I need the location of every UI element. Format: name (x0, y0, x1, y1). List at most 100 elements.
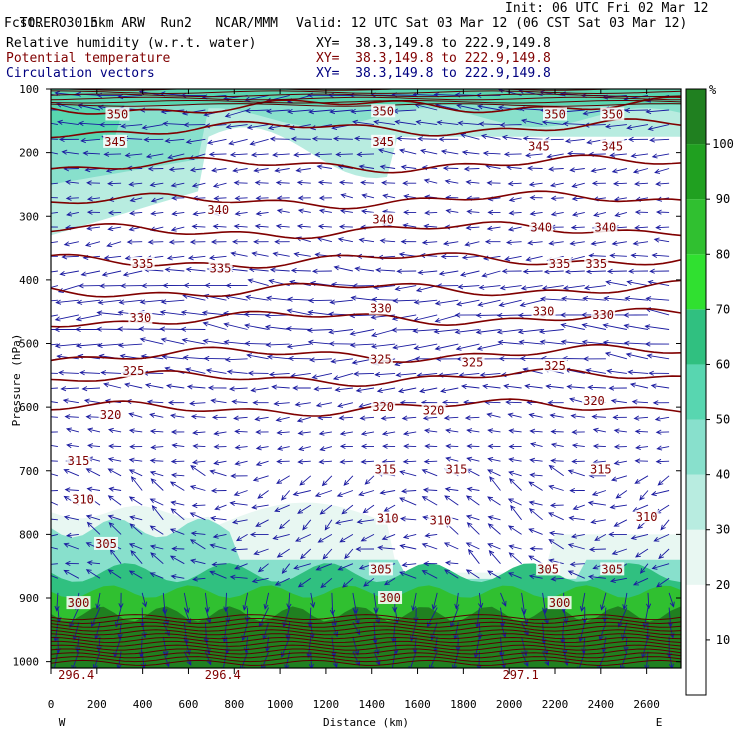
circulation-vector (320, 577, 333, 589)
circulation-vector (58, 136, 79, 143)
circulation-vector (130, 476, 143, 491)
circulation-vector (400, 164, 417, 170)
circulation-vector (518, 339, 543, 345)
circulation-vector (51, 546, 59, 550)
circulation-vector (53, 326, 79, 333)
circulation-vector (234, 195, 248, 201)
theta-label: 300 (379, 591, 401, 605)
circulation-vector (51, 518, 58, 521)
circulation-vector (169, 413, 185, 419)
circulation-vector (103, 382, 122, 389)
run-name: Run2 (160, 16, 192, 31)
circulation-vector (108, 486, 122, 492)
circulation-vector (166, 255, 185, 261)
circulation-vector (360, 534, 375, 542)
circulation-vector (99, 283, 122, 289)
circulation-vector (538, 328, 564, 335)
circulation-vector (229, 574, 248, 580)
circulation-vector (476, 651, 482, 668)
theta-label-bg (634, 510, 659, 524)
circulation-vector (338, 224, 353, 230)
circulation-vector (397, 387, 417, 394)
circulation-vector (561, 296, 585, 302)
circulation-vector (592, 443, 606, 449)
circulation-vector (466, 209, 480, 215)
circulation-vector (86, 486, 101, 492)
circulation-vector (645, 296, 670, 302)
theta-label: 340 (207, 203, 229, 217)
circulation-vector (363, 577, 375, 587)
header-line-1: TORERO 15km ARW Run2 NCAR/MMM (4, 1, 278, 31)
circulation-vector (51, 387, 58, 389)
circulation-vector (615, 490, 628, 499)
circulation-vector (508, 196, 522, 202)
circulation-vector (655, 224, 670, 231)
circulation-vector (84, 241, 101, 247)
circulation-vector (628, 136, 649, 143)
circulation-vector (274, 239, 290, 245)
theta-label-bg (581, 393, 606, 407)
circulation-vector (583, 285, 606, 291)
circulation-vector (605, 279, 627, 287)
circulation-vector (51, 343, 58, 346)
circulation-vector (139, 337, 164, 345)
circulation-vector (629, 382, 649, 389)
circulation-vector (602, 339, 627, 346)
circulation-vector (455, 343, 480, 351)
circulation-vector (234, 428, 248, 435)
circulation-vector (317, 223, 332, 230)
circulation-vector (331, 651, 338, 668)
circulation-vector (549, 413, 564, 419)
circulation-vector (65, 195, 79, 201)
circulation-vector (423, 459, 438, 465)
circulation-vector (118, 299, 143, 305)
circulation-vector (311, 268, 332, 274)
circulation-vector (86, 560, 101, 566)
circulation-vector (319, 504, 333, 515)
circulation-vector (350, 295, 375, 301)
circulation-vector (379, 238, 396, 244)
circulation-vector (189, 400, 206, 407)
circulation-vector (525, 255, 543, 262)
circulation-vector (308, 297, 332, 304)
circulation-vector (438, 270, 459, 276)
circulation-vector (421, 239, 438, 246)
circulation-vector (318, 430, 332, 436)
circulation-vector (108, 443, 122, 449)
circulation-vector (653, 237, 670, 243)
circulation-vector (203, 355, 227, 362)
circulation-vector (488, 550, 501, 564)
circulation-vector (129, 515, 143, 521)
circulation-vector (51, 460, 58, 462)
circulation-vector (315, 402, 332, 408)
circulation-vector (225, 282, 248, 289)
theta-label: 305 (601, 562, 623, 576)
circulation-vector (545, 383, 564, 390)
circulation-vector (191, 459, 206, 465)
circulation-vector (170, 472, 185, 478)
circulation-vector (138, 326, 164, 332)
circulation-vector (422, 487, 438, 493)
theta-label-bg (66, 596, 91, 610)
circulation-vector (628, 268, 649, 274)
circulation-vector (593, 211, 607, 217)
circulation-vector (508, 428, 522, 434)
circulation-vector (508, 478, 522, 491)
circulation-vector (621, 622, 628, 641)
circulation-vector (143, 137, 164, 143)
theta-label-bg (600, 107, 625, 121)
theta-label: 300 (68, 596, 90, 610)
circulation-vector (242, 592, 249, 611)
circulation-vector (455, 636, 461, 652)
circulation-vector (278, 519, 290, 530)
circulation-vector (52, 651, 59, 668)
circulation-vector (539, 296, 564, 302)
axis-ticks: 0 200 400 600 800 1000 1200 1400 1600 1800 2000 220… (13, 83, 681, 711)
circulation-vector (159, 326, 185, 332)
circulation-vector (75, 343, 101, 349)
circulation-vector (170, 429, 185, 435)
circulation-vector (275, 180, 290, 186)
circulation-vector (264, 636, 270, 653)
x-tick-label: 1200 (313, 698, 340, 711)
circulation-vector (508, 552, 522, 565)
